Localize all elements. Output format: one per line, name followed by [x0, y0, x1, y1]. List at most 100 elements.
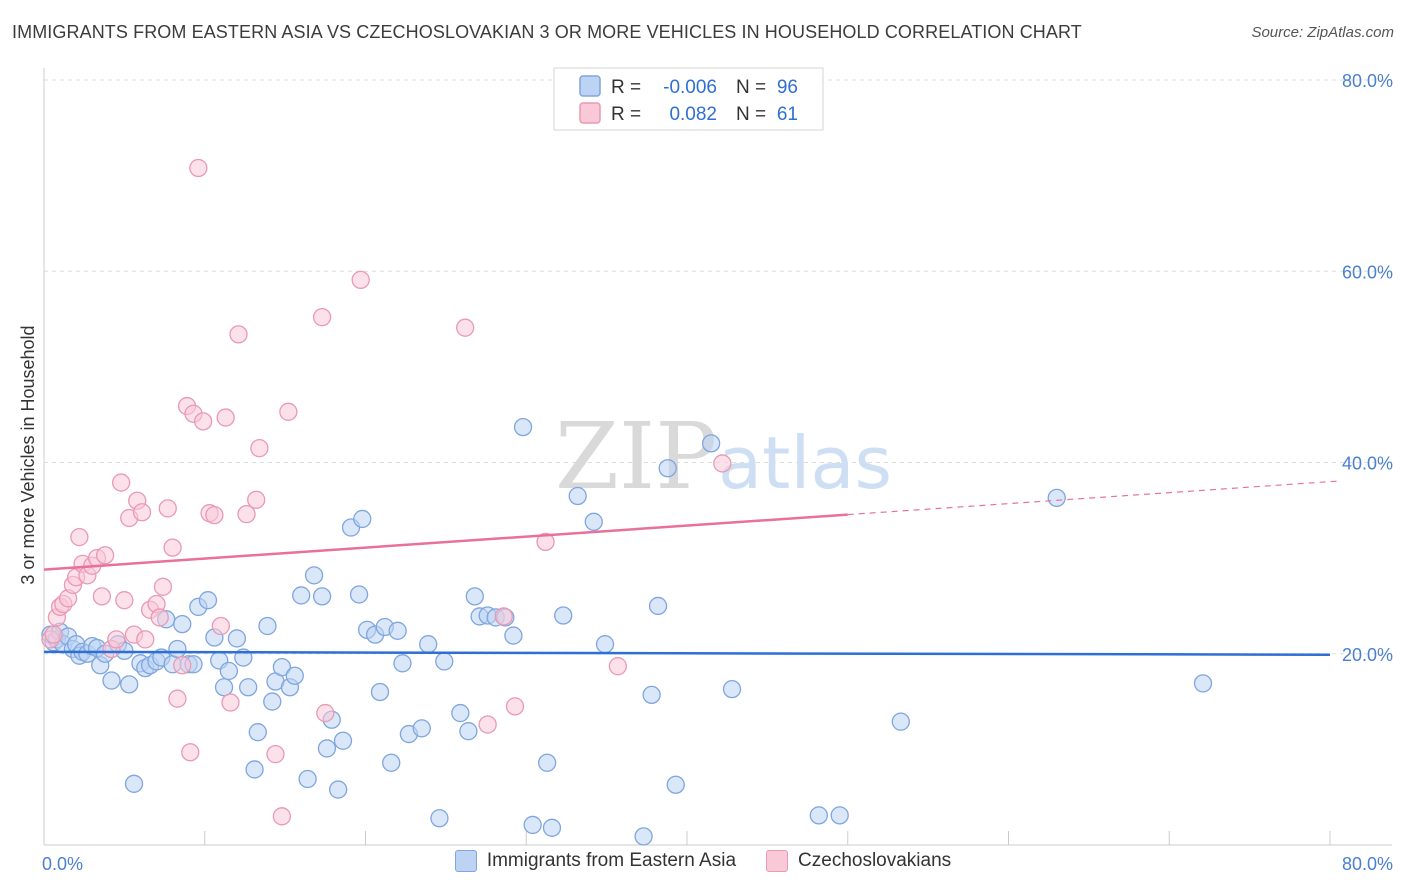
legend-box: R = -0.006 N = 96 R = 0.082 N = 61 [553, 67, 824, 131]
point-eastern-asia [537, 753, 557, 772]
point-eastern-asia [419, 635, 438, 654]
point-czechoslovakian [216, 408, 235, 427]
point-eastern-asia [1047, 488, 1066, 508]
point-eastern-asia [393, 654, 412, 673]
y-tick-label: 80.0% [1342, 71, 1393, 91]
point-czechoslovakian [351, 270, 370, 290]
point-eastern-asia [542, 818, 562, 837]
point-eastern-asia [120, 675, 139, 694]
point-czechoslovakian [150, 608, 169, 627]
grid-layer [44, 79, 1392, 655]
point-czechoslovakian [44, 625, 63, 644]
legend-n-value-blue: 96 [777, 77, 798, 98]
point-czechoslovakian [221, 693, 240, 712]
axes-layer: 20.0% 40.0% 60.0% 80.0% 0.0% 80.0% [42, 68, 1393, 874]
point-eastern-asia [173, 614, 192, 634]
point-eastern-asia [227, 629, 247, 648]
legend-n-label-pink: N = [736, 104, 766, 125]
point-czechoslovakian [272, 807, 292, 826]
legend-label-pink: Czechoslovakians [798, 850, 952, 871]
point-eastern-asia [891, 712, 910, 731]
point-eastern-asia [239, 678, 258, 697]
point-eastern-asia [435, 652, 454, 671]
legend-r-label-pink: R = [611, 104, 641, 125]
point-eastern-asia [648, 596, 668, 616]
point-eastern-asia [304, 566, 324, 585]
point-eastern-asia [1193, 674, 1213, 693]
points-layer [41, 158, 1213, 846]
point-eastern-asia [198, 591, 218, 610]
point-eastern-asia [285, 666, 304, 685]
legend-swatch-blue-bottom [454, 850, 477, 872]
point-eastern-asia [219, 661, 239, 681]
chart-title: IMMIGRANTS FROM EASTERN ASIA VS CZECHOSL… [12, 22, 1082, 42]
point-eastern-asia [459, 722, 478, 741]
point-czechoslovakian [279, 402, 298, 421]
chart-source: Source: ZipAtlas.com [1251, 24, 1394, 41]
point-czechoslovakian [505, 697, 525, 716]
point-czechoslovakian [132, 503, 152, 522]
point-czechoslovakian [92, 587, 112, 606]
legend-item-pink: Czechoslovakians [766, 850, 951, 872]
point-eastern-asia [298, 769, 317, 789]
point-eastern-asia [258, 616, 277, 636]
point-eastern-asia [292, 586, 311, 605]
point-czechoslovakian [173, 656, 192, 675]
point-eastern-asia [523, 815, 542, 835]
trend-line-pink-extension [847, 480, 1341, 516]
point-eastern-asia [451, 703, 470, 723]
point-eastern-asia [642, 685, 661, 705]
point-eastern-asia [595, 635, 615, 654]
point-eastern-asia [809, 806, 828, 825]
x-tick-label-max: 80.0% [1342, 854, 1393, 874]
point-czechoslovakian [608, 657, 628, 676]
point-eastern-asia [353, 509, 372, 529]
point-eastern-asia [102, 671, 121, 690]
y-tick-label: 40.0% [1342, 454, 1393, 474]
point-eastern-asia [658, 459, 677, 478]
legend-n-label-blue: N = [736, 77, 766, 98]
point-czechoslovakian [494, 607, 513, 626]
point-eastern-asia [554, 606, 573, 625]
legend-item-blue: Immigrants from Eastern Asia [454, 850, 737, 872]
point-czechoslovakian [158, 499, 177, 518]
legend-r-value-blue: -0.006 [663, 77, 717, 98]
point-czechoslovakian [153, 577, 173, 596]
point-eastern-asia [568, 486, 587, 506]
point-eastern-asia [333, 731, 353, 750]
legend-swatch-pink-bottom [766, 850, 789, 872]
trend-layer [43, 480, 1341, 656]
point-eastern-asia [214, 678, 234, 697]
point-czechoslovakian [136, 630, 155, 649]
point-czechoslovakian [193, 412, 213, 431]
point-czechoslovakian [478, 715, 497, 734]
point-czechoslovakian [112, 473, 131, 492]
point-czechoslovakian [205, 505, 224, 525]
point-eastern-asia [349, 585, 369, 604]
legend-r-label-blue: R = [611, 77, 641, 98]
legend-label-blue: Immigrants from Eastern Asia [486, 850, 737, 871]
point-eastern-asia [430, 809, 449, 828]
point-eastern-asia [312, 587, 332, 606]
point-eastern-asia [513, 417, 533, 437]
point-eastern-asia [584, 512, 603, 531]
point-czechoslovakian [181, 743, 200, 762]
point-eastern-asia [634, 827, 653, 846]
point-eastern-asia [465, 587, 484, 606]
point-czechoslovakian [70, 527, 89, 547]
point-czechoslovakian [250, 439, 269, 458]
legend-n-value-pink: 61 [777, 104, 798, 125]
y-tick-label: 20.0% [1342, 645, 1393, 665]
point-czechoslovakian [237, 504, 256, 524]
trend-line-blue [43, 650, 1331, 656]
point-eastern-asia [666, 775, 685, 794]
point-eastern-asia [412, 719, 431, 738]
point-eastern-asia [317, 739, 337, 758]
point-eastern-asia [701, 434, 721, 453]
point-eastern-asia [263, 692, 282, 711]
y-tick-label: 60.0% [1342, 262, 1393, 282]
x-tick-label-min: 0.0% [42, 854, 83, 874]
point-czechoslovakian [456, 318, 475, 337]
point-czechoslovakian [163, 538, 182, 557]
